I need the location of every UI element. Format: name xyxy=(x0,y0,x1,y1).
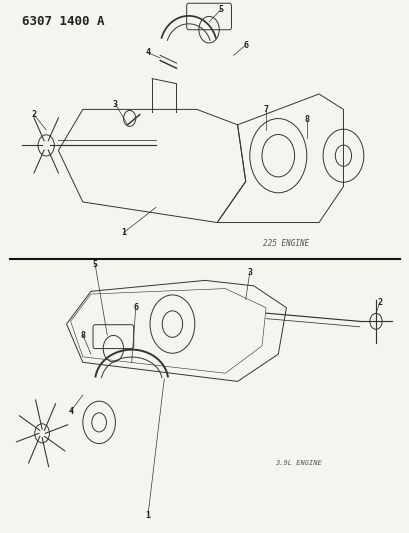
Text: 6: 6 xyxy=(133,303,138,312)
Text: 4: 4 xyxy=(145,49,150,58)
Text: 1: 1 xyxy=(121,228,126,237)
Text: 1: 1 xyxy=(145,511,150,520)
Text: 3: 3 xyxy=(247,268,252,277)
Text: 6: 6 xyxy=(243,41,247,50)
Text: 5: 5 xyxy=(218,5,223,14)
Text: 4: 4 xyxy=(68,407,73,416)
Text: 7: 7 xyxy=(263,105,268,114)
Text: 2: 2 xyxy=(377,298,382,306)
Text: 3: 3 xyxy=(112,100,118,109)
Text: 225 ENGINE: 225 ENGINE xyxy=(263,239,309,248)
Text: 5: 5 xyxy=(92,260,97,269)
Text: 3.9L ENGINE: 3.9L ENGINE xyxy=(274,461,321,466)
Text: 6307 1400 A: 6307 1400 A xyxy=(22,14,104,28)
Text: 8: 8 xyxy=(80,330,85,340)
Text: 2: 2 xyxy=(31,110,36,119)
Text: 8: 8 xyxy=(303,115,308,124)
